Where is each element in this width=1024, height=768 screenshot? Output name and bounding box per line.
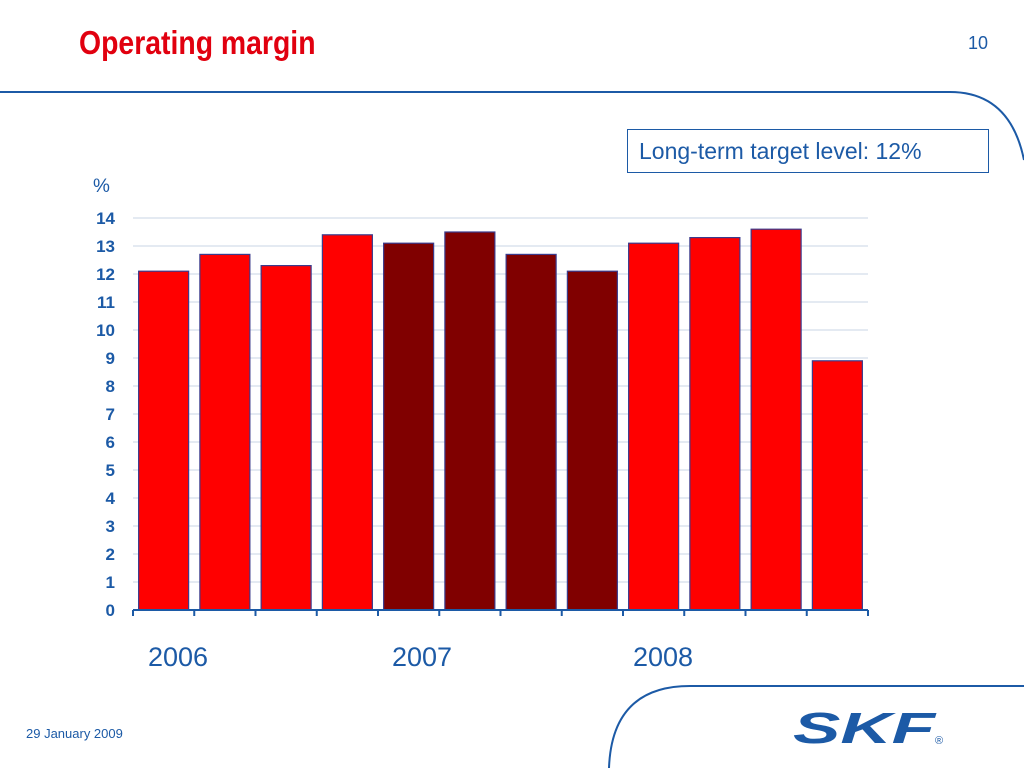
y-tick-label: 10 <box>96 321 115 340</box>
y-tick-label: 14 <box>96 209 115 228</box>
bar <box>260 265 312 611</box>
bar <box>566 270 618 611</box>
registered-mark: ® <box>935 735 943 747</box>
skf-logo: SKF ® <box>793 708 943 748</box>
y-tick-label: 0 <box>106 601 115 620</box>
bar <box>321 234 373 611</box>
y-tick-label: 9 <box>106 349 115 368</box>
y-tick-label: 5 <box>106 461 115 480</box>
y-tick-label: 4 <box>106 489 116 508</box>
y-tick-label: 11 <box>97 293 115 312</box>
bar <box>383 242 435 611</box>
skf-logo-text: SKF <box>793 708 937 748</box>
bar <box>689 237 741 611</box>
y-tick-label: 3 <box>106 517 115 536</box>
bar <box>628 242 680 611</box>
y-tick-label: 1 <box>106 573 115 592</box>
bar <box>444 231 496 611</box>
target-callout: Long-term target level: 12% <box>627 129 989 173</box>
bar <box>750 228 802 611</box>
y-tick-label: 7 <box>106 405 115 424</box>
year-label-2007: 2007 <box>392 642 453 672</box>
y-tick-label: 2 <box>106 545 115 564</box>
bar <box>811 360 863 611</box>
page-number: 10 <box>967 33 988 53</box>
bar <box>199 253 251 611</box>
bar <box>505 253 557 611</box>
y-tick-label: 12 <box>96 265 115 284</box>
y-tick-label: 8 <box>106 377 115 396</box>
footer-date: 29 January 2009 <box>26 726 123 741</box>
y-axis-unit-label: % <box>93 176 110 197</box>
y-tick-label: 13 <box>96 237 115 256</box>
year-label-2006: 2006 <box>148 642 209 672</box>
y-tick-label: 6 <box>106 433 115 452</box>
page-title: Operating margin <box>79 24 316 61</box>
bar <box>138 270 190 611</box>
year-label-2008: 2008 <box>633 642 694 672</box>
